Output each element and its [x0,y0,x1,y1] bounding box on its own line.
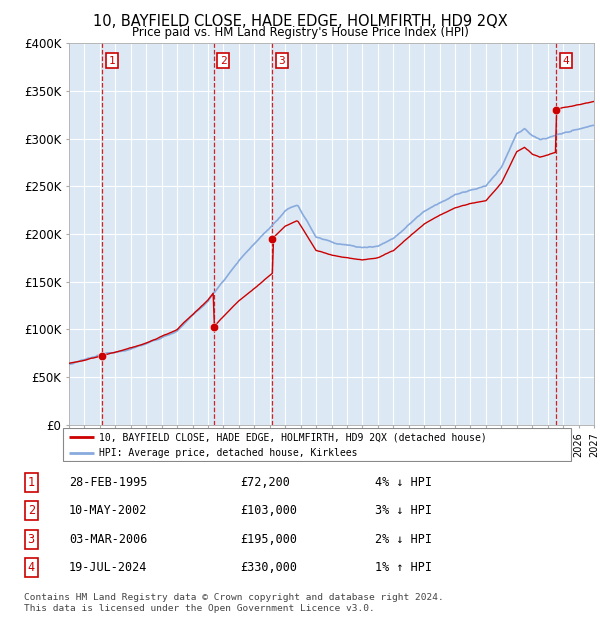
Text: 28-FEB-1995: 28-FEB-1995 [69,476,148,489]
Text: £72,200: £72,200 [240,476,290,489]
Text: 03-MAR-2006: 03-MAR-2006 [69,533,148,546]
Text: 1: 1 [28,476,35,489]
Text: 2: 2 [220,56,226,66]
Text: 3: 3 [28,533,35,546]
Text: 10, BAYFIELD CLOSE, HADE EDGE, HOLMFIRTH, HD9 2QX (detached house): 10, BAYFIELD CLOSE, HADE EDGE, HOLMFIRTH… [98,432,487,442]
Text: 1: 1 [109,56,115,66]
Text: 10-MAY-2002: 10-MAY-2002 [69,505,148,517]
Text: 3% ↓ HPI: 3% ↓ HPI [375,505,432,517]
Text: 1% ↑ HPI: 1% ↑ HPI [375,562,432,574]
Text: Contains HM Land Registry data © Crown copyright and database right 2024.
This d: Contains HM Land Registry data © Crown c… [24,593,444,613]
Text: £195,000: £195,000 [240,533,297,546]
Text: 4: 4 [562,56,569,66]
Text: 4: 4 [28,562,35,574]
Text: £103,000: £103,000 [240,505,297,517]
Text: 19-JUL-2024: 19-JUL-2024 [69,562,148,574]
Text: 3: 3 [278,56,285,66]
Text: £330,000: £330,000 [240,562,297,574]
Text: Price paid vs. HM Land Registry's House Price Index (HPI): Price paid vs. HM Land Registry's House … [131,26,469,39]
Text: 2: 2 [28,505,35,517]
Text: 4% ↓ HPI: 4% ↓ HPI [375,476,432,489]
Text: 10, BAYFIELD CLOSE, HADE EDGE, HOLMFIRTH, HD9 2QX: 10, BAYFIELD CLOSE, HADE EDGE, HOLMFIRTH… [92,14,508,29]
Text: 2% ↓ HPI: 2% ↓ HPI [375,533,432,546]
Text: HPI: Average price, detached house, Kirklees: HPI: Average price, detached house, Kirk… [98,448,357,458]
